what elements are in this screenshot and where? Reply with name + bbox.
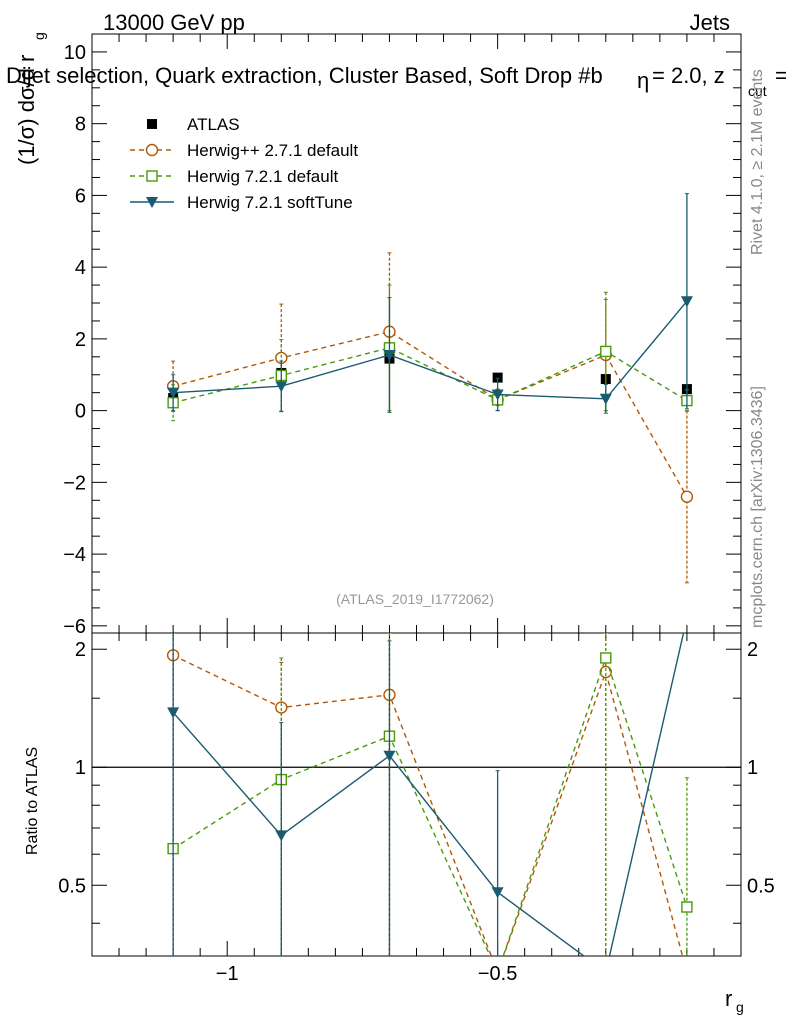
main-ytick-label: 0	[75, 401, 86, 423]
plot-title-text: Dijet selection, Quark extraction, Clust…	[6, 63, 603, 88]
legend-atlas-marker	[147, 119, 157, 129]
herwig-7-2-1-softtune-point	[383, 350, 396, 362]
ratio-herwig-7-2-1-softtune-line	[172, 633, 685, 956]
ratio-ytick-label: 1	[75, 757, 86, 779]
ratio-herwig-7-2-1-default-point	[600, 652, 612, 664]
ratio-herwig-7-2-1-softtune-point	[275, 830, 288, 842]
ratio-herwig-7-2-1-default-point	[681, 901, 693, 913]
main-ytick-label: 8	[75, 114, 86, 136]
legend-herwig-2-7-1-default-label: Herwig++ 2.7.1 default	[187, 141, 358, 160]
herwig-2-7-1-default-line	[172, 330, 688, 498]
herwig-7-2-1-softtune-point	[275, 381, 288, 393]
plot-title-suffix: = 2.0, z	[652, 63, 725, 88]
legend-herwig-7-2-1-default: Herwig 7.2.1 default	[130, 167, 338, 186]
ratio-ytick-label-right: 0.5	[747, 875, 775, 897]
main-ytick-label: 10	[64, 42, 86, 64]
main-ylabel-sub: g	[31, 32, 47, 40]
series-herwig-7-2-1-softtune	[167, 193, 693, 414]
ratio-herwig-7-2-1-softtune-point	[491, 887, 504, 899]
ratio-ytick-label-right: 2	[747, 639, 758, 661]
main-ytick-label: −2	[63, 472, 86, 494]
herwig-7-2-1-default-line	[172, 347, 688, 404]
legend-herwig-7-2-1-softtune-label: Herwig 7.2.1 softTune	[187, 193, 353, 212]
ratio-ytick-label: 0.5	[58, 875, 86, 897]
legend-atlas: ATLAS	[147, 115, 240, 134]
legend-herwig-7-2-1-default-marker	[146, 170, 158, 182]
xlabel: r	[725, 986, 732, 1011]
main-ylabel-text: (1/σ) dσ/d r	[14, 55, 39, 165]
legend-atlas-label: ATLAS	[187, 115, 240, 134]
ratio-herwig-7-2-1-default-line	[172, 655, 688, 956]
herwig-7-2-1-softtune-point	[680, 296, 693, 308]
herwig-7-2-1-softtune-point	[167, 387, 180, 399]
ratio-series-group	[166, 633, 693, 956]
rivet-label: Rivet 4.1.0, ≥ 2.1M events	[749, 69, 766, 255]
energy-label: 13000 GeV pp	[103, 10, 245, 35]
analysis-id: (ATLAS_2019_I1772062)	[336, 591, 494, 607]
main-panel: −6 −4 −2 0 2 4 6 8 10	[63, 33, 742, 638]
ratio-xtick-label: −1	[216, 963, 239, 985]
main-ytick-label: 2	[75, 329, 86, 351]
ratio-ylabel: Ratio to ATLAS	[24, 747, 41, 855]
plot-title-sub: cut	[748, 83, 767, 99]
herwig-7-2-1-softtune-line	[173, 300, 688, 400]
main-ytick-label: −6	[63, 616, 86, 638]
herwig-7-2-1-default-point	[600, 345, 612, 358]
herwig-7-2-1-softtune-point	[599, 393, 612, 405]
main-ylabel: (1/σ) dσ/d r	[14, 55, 39, 165]
atlas-point	[492, 372, 503, 383]
ratio-ytick-label-right: 1	[747, 757, 758, 779]
ratio-panel: 0.5 0.5 1 1 2 2 −1 −0.5	[58, 632, 775, 985]
series-atlas	[168, 353, 692, 404]
category-label: Jets	[690, 10, 730, 35]
plot-title: Dijet selection, Quark extraction, Clust…	[6, 63, 603, 88]
mcplots-label: mcplots.cern.ch [arXiv:1306.3436]	[749, 386, 766, 628]
ratio-herwig-7-2-1-softtune-point	[383, 750, 396, 762]
main-ytick-label: −4	[63, 544, 86, 566]
ratio-herwig-7-2-1-softtune	[167, 633, 685, 956]
ratio-ytick-label: 2	[75, 639, 86, 661]
legend: ATLAS Herwig++ 2.7.1 default Herwig 7.2.1 …	[130, 115, 358, 212]
ratio-herwig-2-7-1-default-line	[172, 654, 684, 956]
plot-title-tail: =	[775, 63, 786, 88]
herwig-2-7-1-default-point	[680, 490, 694, 503]
xlabel-sub: g	[736, 999, 744, 1015]
ratio-herwig-7-2-1-default	[167, 633, 693, 956]
plot-title-eta: η	[637, 68, 649, 93]
main-ytick-label: 6	[75, 185, 86, 207]
series-herwig-7-2-1-default	[167, 284, 693, 422]
legend-herwig-2-7-1-default: Herwig++ 2.7.1 default	[130, 141, 358, 160]
main-ytick-label: 4	[75, 257, 86, 279]
herwig-7-2-1-softtune-point	[491, 389, 504, 401]
ratio-herwig-7-2-1-softtune-point	[167, 707, 180, 719]
legend-herwig-7-2-1-softtune: Herwig 7.2.1 softTune	[130, 193, 353, 212]
legend-herwig-7-2-1-default-label: Herwig 7.2.1 default	[187, 167, 338, 186]
series-herwig-2-7-1-default	[166, 252, 694, 584]
legend-herwig-2-7-1-default-marker	[145, 143, 159, 157]
legend-herwig-7-2-1-softtune-marker	[146, 197, 158, 208]
ratio-xtick-label: −0.5	[478, 963, 517, 985]
